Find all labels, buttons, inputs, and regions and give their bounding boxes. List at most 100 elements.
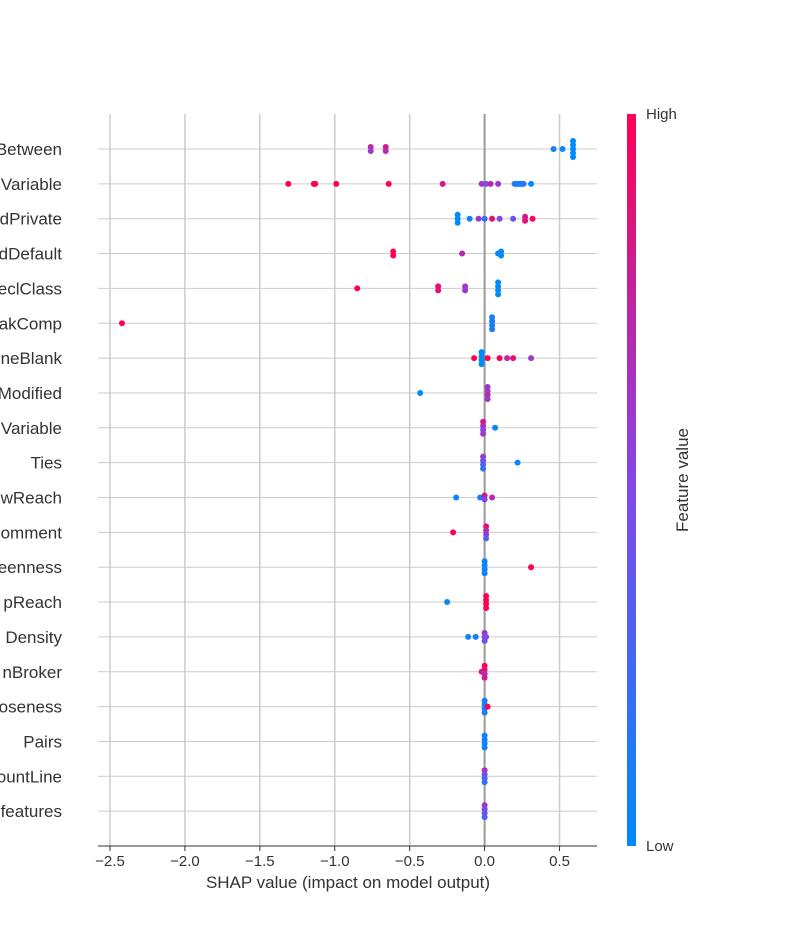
shap-point-4-0 [354, 285, 361, 292]
shap-point-1-9 [495, 180, 502, 187]
feature-labels: Between Variable dPrivate dDefault eclClass a… [0, 140, 62, 821]
feature-label-18: ountLine [0, 767, 62, 786]
shap-point-9-4 [514, 459, 521, 466]
feature-label-3: dDefault [0, 245, 62, 264]
x-tick-label-4: −0.5 [395, 853, 425, 870]
shap-point-12-4 [528, 564, 535, 571]
feature-label-8: Variable [1, 419, 62, 438]
shap-point-1-6 [478, 180, 485, 187]
x-tick-label-0: −2.5 [95, 853, 125, 870]
shap-point-14-5 [483, 633, 490, 640]
shap-point-2-3 [466, 215, 473, 222]
feature-label-2: dPrivate [0, 210, 62, 229]
feature-label-14: Density [5, 628, 62, 647]
colorbar-title: Feature value [673, 428, 692, 532]
feature-label-17: Pairs [23, 732, 62, 751]
shap-point-8-3 [480, 430, 487, 437]
x-tick-label-3: −1.0 [320, 853, 350, 870]
x-tick-label-6: 0.5 [549, 853, 570, 870]
shap-point-4-4 [462, 287, 469, 294]
shap-point-3-1 [390, 252, 397, 259]
x-axis: −2.5 −2.0 −1.5 −1.0 −0.5 0.0 0.5 [95, 845, 597, 870]
feature-label-13: pReach [3, 593, 62, 612]
shap-point-2-10 [522, 217, 529, 224]
feature-label-12: eenness [0, 558, 62, 577]
shap-point-8-4 [492, 424, 499, 431]
shap-point-0-4 [550, 146, 557, 152]
shap-point-2-5 [481, 215, 488, 222]
shap-point-6-7 [504, 355, 511, 362]
shap-point-7-4 [484, 395, 491, 402]
shap-point-11-4 [483, 535, 490, 542]
shap-point-10-1 [477, 494, 484, 501]
shap-point-1-2 [312, 180, 319, 187]
shap-point-1-5 [439, 180, 446, 187]
shap-point-6-9 [528, 355, 535, 362]
shap-point-1-17 [528, 180, 535, 187]
shap-point-1-4 [385, 180, 392, 187]
colorbar-high-label: High [646, 106, 677, 123]
feature-label-1: Variable [1, 175, 62, 194]
shap-point-7-0 [417, 389, 424, 396]
shap-point-15-4 [481, 674, 488, 681]
shap-point-2-2 [454, 219, 461, 226]
feature-label-4: eclClass [0, 279, 62, 298]
shap-point-13-0 [444, 599, 451, 606]
feature-label-9: Ties [31, 454, 63, 473]
x-tick-label-5: 0.0 [474, 853, 495, 870]
shap-point-0-10 [570, 154, 577, 160]
shap-point-1-3 [333, 180, 340, 187]
shap-point-10-3 [489, 494, 496, 501]
feature-label-19: features [1, 802, 62, 821]
x-axis-title: SHAP value (impact on model output) [206, 873, 490, 892]
shap-point-6-0 [471, 355, 478, 362]
feature-label-16: oseness [0, 698, 62, 717]
shap-point-5-4 [489, 326, 496, 333]
shap-point-2-11 [529, 215, 536, 222]
feature-label-10: wReach [0, 489, 62, 508]
shap-point-14-1 [472, 633, 479, 640]
shap-point-16-4 [481, 709, 488, 716]
feature-label-6: neBlank [1, 349, 63, 368]
colorbar: High Low Feature value [627, 106, 692, 855]
shap-point-0-5 [559, 146, 566, 152]
feature-label-7: Modified [0, 384, 62, 403]
shap-point-4-8 [495, 291, 502, 298]
shap-point-5-0 [118, 320, 125, 327]
shap-points [118, 138, 577, 821]
shap-point-10-0 [453, 494, 460, 501]
shap-point-2-4 [475, 215, 482, 222]
shap-point-2-8 [510, 215, 517, 222]
shap-point-1-0 [285, 180, 292, 187]
shap-point-4-2 [435, 287, 442, 294]
shap-point-2-7 [496, 215, 503, 222]
shap-point-6-4 [478, 361, 485, 368]
shap-point-1-16 [520, 180, 527, 187]
x-tick-label-1: −2.0 [170, 853, 200, 870]
shap-point-14-0 [465, 633, 472, 640]
shap-point-0-1 [367, 148, 374, 154]
shap-point-11-0 [450, 529, 457, 536]
colorbar-gradient [627, 114, 636, 846]
shap-point-19-3 [481, 814, 488, 821]
shap-point-16-3 [484, 703, 491, 710]
shap-point-3-2 [459, 250, 466, 257]
feature-label-11: omment [1, 523, 63, 542]
feature-label-0: Between [0, 140, 62, 159]
shap-point-3-6 [498, 252, 505, 259]
gridlines [109, 114, 561, 846]
shap-point-1-8 [487, 180, 494, 187]
shap-point-6-5 [484, 355, 491, 362]
shap-point-6-8 [510, 355, 517, 362]
feature-label-15: nBroker [2, 663, 62, 682]
x-tick-label-2: −1.5 [245, 853, 275, 870]
colorbar-low-label: Low [646, 838, 674, 855]
shap-point-10-4 [481, 496, 488, 503]
shap-point-12-3 [481, 570, 488, 577]
feature-label-5: akComp [0, 314, 62, 333]
shap-point-18-3 [481, 779, 488, 786]
shap-point-0-3 [382, 148, 389, 154]
shap-point-1-7 [483, 180, 490, 187]
shap-point-2-6 [489, 215, 496, 222]
